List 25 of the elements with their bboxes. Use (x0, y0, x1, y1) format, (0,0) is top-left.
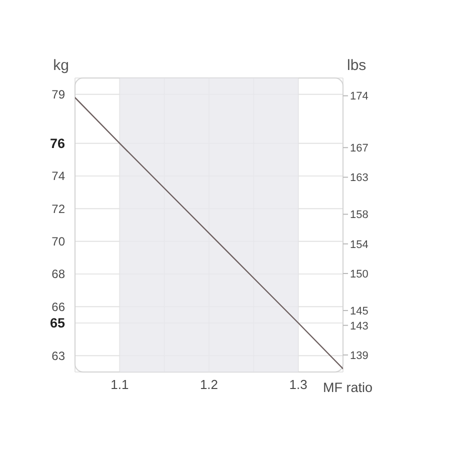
y2-tick-label: 174 (350, 90, 368, 103)
y2-axis-title: lbs (347, 57, 366, 74)
y-tick-label: 63 (52, 348, 66, 363)
y2-tick-label: 158 (350, 209, 368, 222)
y2-tick-label: 167 (350, 142, 368, 155)
y-tick-label: 74 (52, 169, 66, 184)
y2-tick-label: 163 (350, 172, 368, 184)
y2-tick-label: 143 (350, 320, 368, 332)
y-tick-label: 65 (50, 316, 66, 331)
y-tick-label: 66 (52, 300, 66, 314)
y-tick-label: 70 (52, 234, 66, 249)
x-tick-label: 1.3 (289, 377, 308, 392)
line-series (75, 97, 343, 370)
y-tick-label: 68 (52, 267, 66, 282)
x-tick-label: 1.1 (110, 377, 129, 392)
x-tick-label: 1.2 (200, 377, 218, 392)
y2-tick-label: 145 (350, 305, 368, 318)
y-tick-label: 76 (50, 136, 66, 152)
y2-tick-label: 154 (350, 238, 368, 251)
y-axis-title: kg (53, 57, 69, 74)
y2-tick-label: 139 (350, 350, 368, 362)
y-tick-label: 72 (52, 202, 66, 216)
x-axis-title: MF ratio (323, 380, 373, 395)
y2-tick-label: 150 (350, 268, 368, 280)
y-tick-label: 79 (52, 88, 66, 102)
